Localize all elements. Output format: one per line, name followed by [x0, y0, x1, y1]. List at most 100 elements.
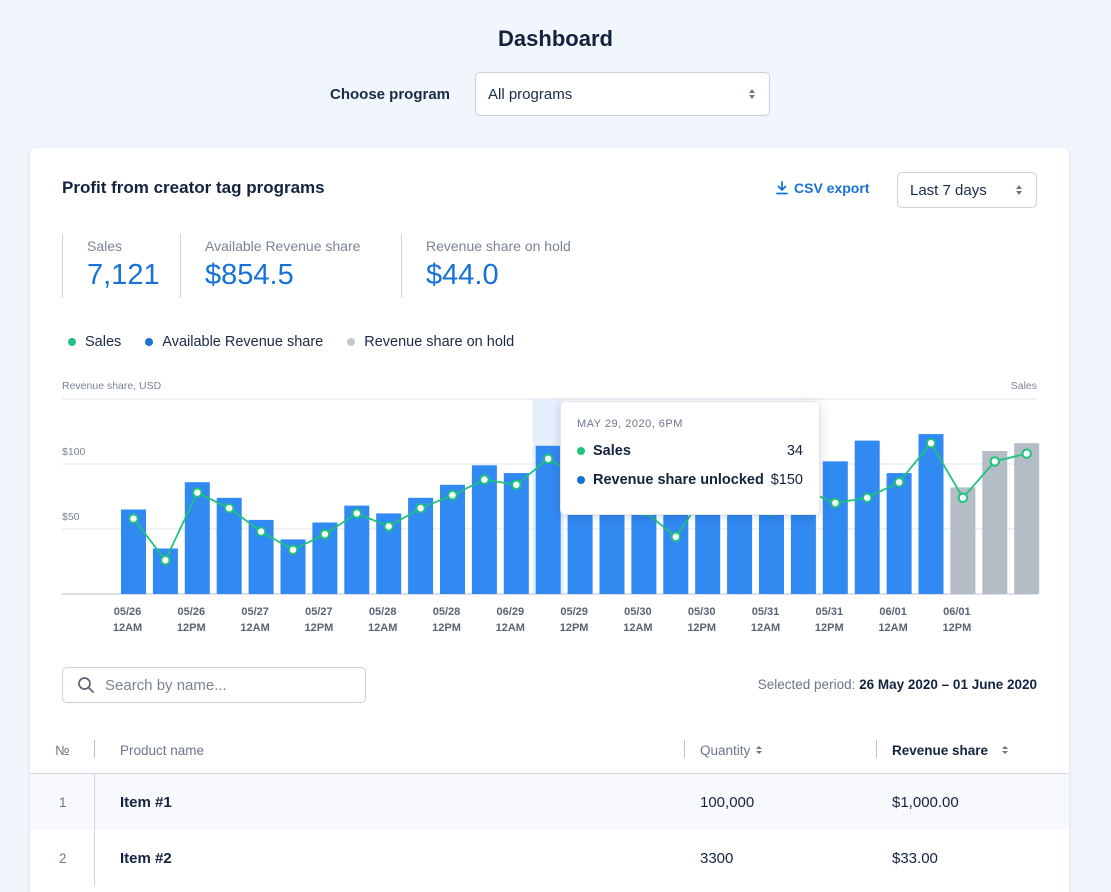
x-tick-label: 05/31 [752, 606, 780, 618]
sales-point [415, 503, 426, 514]
table-row[interactable]: 1 Item #1 100,000 $1,000.00 [30, 774, 1069, 830]
card-title: Profit from creator tag programs [62, 178, 325, 197]
x-tick-label: 05/30 [688, 606, 716, 618]
row-number: 2 [59, 850, 67, 866]
x-tick-label: 12PM [432, 622, 461, 634]
chart-bar [471, 465, 497, 594]
sales-point [383, 521, 394, 532]
program-label: Choose program [330, 85, 451, 103]
search-box[interactable] [62, 667, 366, 703]
x-tick-label: 12PM [943, 622, 972, 634]
sales-point [543, 453, 554, 464]
header-separator [876, 740, 877, 758]
program-select[interactable]: All programs [475, 72, 770, 116]
tooltip-dot [577, 447, 585, 455]
x-tick-label: 12AM [751, 622, 780, 634]
chart-bar [1014, 443, 1040, 594]
header-product-name[interactable]: Product name [120, 742, 205, 758]
legend-dot [145, 338, 154, 346]
sales-point [893, 477, 905, 488]
sales-point [128, 513, 139, 524]
chart-tooltip: MAY 29, 2020, 6PM Sales 34 Revenue share… [560, 401, 820, 515]
sales-point [351, 508, 362, 519]
chart-bar [886, 473, 912, 594]
legend-dot [68, 338, 76, 346]
csv-export-label: CSV export [794, 180, 870, 196]
chart-bar [535, 445, 561, 594]
sales-point [160, 555, 171, 566]
sort-icon [756, 746, 763, 754]
updown-icon [749, 89, 755, 99]
x-tick-label: 05/30 [624, 606, 652, 618]
sales-point [255, 526, 267, 537]
header-quantity[interactable]: Quantity [700, 726, 763, 774]
csv-export-button[interactable]: CSV export [776, 180, 869, 196]
legend-item-on-hold[interactable]: Revenue share on hold [347, 334, 514, 350]
x-tick-label: 12PM [177, 622, 206, 634]
legend-item-available[interactable]: Available Revenue share [145, 334, 323, 350]
x-tick-label: 06/29 [497, 606, 525, 618]
row-divider [94, 830, 95, 886]
selected-period: Selected period: 26 May 2020 – 01 June 2… [758, 677, 1037, 692]
sales-point [989, 456, 1000, 467]
table-row[interactable]: 2 Item #2 3300 $33.00 [30, 830, 1069, 886]
kpi-value: $44.0 [426, 259, 499, 291]
search-icon [78, 677, 94, 693]
legend-label: Revenue share on hold [364, 334, 515, 350]
x-tick-label: 05/27 [241, 606, 269, 618]
x-tick-label: 12AM [368, 622, 397, 634]
kpi-row: Sales 7,121 Available Revenue share $854… [62, 234, 601, 298]
row-number: 1 [59, 794, 67, 810]
header-separator [684, 740, 685, 758]
left-tick-label: $50 [62, 511, 80, 523]
row-quantity: 3300 [700, 849, 734, 867]
chart-bar [440, 484, 465, 594]
chart-bar [982, 451, 1008, 594]
legend-label: Sales [85, 334, 122, 350]
x-tick-label: 12AM [240, 622, 269, 634]
x-tick-label: 05/28 [369, 606, 397, 618]
legend-dot [347, 338, 356, 346]
left-tick-label: $100 [62, 446, 86, 458]
x-tick-label: 12PM [305, 622, 334, 634]
search-input[interactable] [105, 676, 355, 694]
tooltip-label: Sales [593, 443, 631, 459]
tooltip-row-sales: Sales 34 [577, 443, 803, 459]
period-select-value: Last 7 days [910, 181, 987, 199]
legend-label: Available Revenue share [162, 334, 324, 350]
row-revenue-share: $33.00 [892, 849, 938, 867]
kpi-value: 7,121 [87, 259, 160, 291]
chart-bar [918, 434, 944, 594]
sales-point [287, 544, 299, 555]
sales-point [224, 503, 235, 514]
sort-icon [1002, 746, 1009, 754]
sales-point [1021, 448, 1032, 459]
tooltip-value: 34 [786, 443, 803, 459]
header-revenue-share[interactable]: Revenue share [892, 726, 1009, 774]
x-tick-label: 12AM [878, 622, 907, 634]
period-select[interactable]: Last 7 days [897, 172, 1037, 208]
tooltip-label: Revenue share unlocked [593, 472, 764, 488]
chart-legend: Sales Available Revenue share Revenue sh… [68, 334, 514, 350]
sales-point [479, 474, 490, 485]
chart-bar [503, 473, 529, 594]
program-chooser: Choose program All programs [330, 72, 770, 116]
tooltip-row-revenue: Revenue share unlocked $150 [577, 472, 803, 488]
kpi-available-revenue: Available Revenue share $854.5 [180, 234, 401, 298]
updown-icon [1016, 185, 1022, 195]
sales-point [862, 492, 873, 503]
sales-point [447, 490, 458, 501]
tooltip-value: $150 [770, 472, 803, 488]
chart-bar [854, 440, 880, 594]
kpi-label: Available Revenue share [205, 238, 361, 254]
chart-bar [950, 487, 976, 594]
revenue-chart[interactable]: Revenue share, USDSales$100$50502505/261… [30, 148, 1069, 648]
selected-period-value: 26 May 2020 – 01 June 2020 [859, 677, 1037, 692]
header-separator [94, 740, 95, 758]
x-tick-label: 12AM [496, 622, 525, 634]
products-table: № Product name Quantity Revenue share 1 … [30, 726, 1069, 886]
row-quantity: 100,000 [700, 793, 755, 811]
legend-item-sales[interactable]: Sales [68, 334, 121, 350]
header-revenue-label: Revenue share [892, 742, 989, 758]
x-tick-label: 12AM [623, 622, 652, 634]
